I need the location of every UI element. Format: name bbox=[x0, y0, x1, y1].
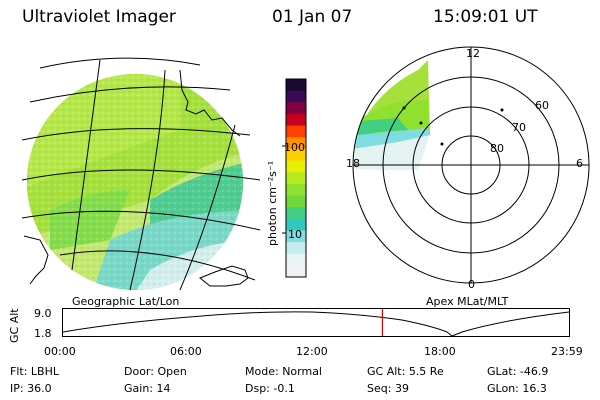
colorbar-cell bbox=[286, 113, 306, 127]
mode-label: Mode: bbox=[245, 365, 279, 378]
colorbar-cell bbox=[286, 218, 306, 231]
colorbar-cell bbox=[286, 207, 306, 220]
gcalt-info: GC Alt: 5.5 Re bbox=[367, 365, 444, 378]
coastline bbox=[23, 69, 249, 287]
altitude-plot bbox=[62, 308, 570, 337]
glon-info: GLon: 16.3 bbox=[487, 382, 547, 395]
glat-value: -46.9 bbox=[519, 365, 549, 378]
colorbar-cell bbox=[286, 137, 306, 150]
door-label: Door: bbox=[124, 365, 154, 378]
time-tick-2359: 23:59 bbox=[551, 345, 583, 358]
mlat-label-80: 80 bbox=[490, 142, 504, 155]
ip-info: IP: 36.0 bbox=[10, 382, 52, 395]
left-panel-caption: Geographic Lat/Lon bbox=[72, 295, 180, 308]
observation-date: 01 Jan 07 bbox=[272, 7, 353, 27]
gain-label: Gain: bbox=[124, 382, 153, 395]
time-tick-0000: 00:00 bbox=[44, 345, 76, 358]
lat-lon-grid bbox=[22, 57, 261, 290]
ip-value: 36.0 bbox=[27, 382, 52, 395]
time-tick-0600: 06:00 bbox=[170, 345, 202, 358]
colorbar-cell bbox=[286, 195, 306, 208]
filter-label: Flt: bbox=[10, 365, 28, 378]
colorbar-cell bbox=[286, 102, 306, 115]
colorbar-gradient bbox=[286, 79, 306, 278]
uv-emission-disk bbox=[27, 74, 243, 290]
glat-label: GLat: bbox=[487, 365, 517, 378]
polar-emission-patch bbox=[353, 60, 430, 170]
colorbar-tick-10: 10 bbox=[288, 228, 302, 241]
colorbar-tick-100: 100 bbox=[284, 141, 305, 154]
colorbar-cell bbox=[286, 79, 306, 92]
gain-info: Gain: 14 bbox=[124, 382, 171, 395]
observation-time: 15:09:01 UT bbox=[433, 7, 538, 27]
altitude-ylabel: GC Alt bbox=[8, 308, 21, 343]
colorbar-cell bbox=[286, 160, 306, 173]
door-value: Open bbox=[157, 365, 187, 378]
mlt-label-6: 6 bbox=[576, 157, 583, 170]
dsp-label: Dsp: bbox=[245, 382, 270, 395]
polar-grid bbox=[352, 46, 590, 284]
grid-dots bbox=[402, 106, 504, 146]
altitude-ytick-high: 9.0 bbox=[34, 307, 52, 320]
gcalt-label: GC Alt: bbox=[367, 365, 406, 378]
door-info: Door: Open bbox=[124, 365, 187, 378]
colorbar-cell bbox=[286, 172, 306, 185]
seq-value: 39 bbox=[394, 382, 409, 395]
time-tick-1800: 18:00 bbox=[424, 345, 456, 358]
polar-mlat-mlt-panel bbox=[352, 46, 590, 284]
mlt-label-12: 12 bbox=[466, 47, 480, 60]
colorbar-cell bbox=[286, 90, 306, 103]
right-panel-caption: Apex MLat/MLT bbox=[426, 295, 509, 308]
dsp-value: -0.1 bbox=[273, 382, 295, 395]
colorbar-cell bbox=[286, 230, 306, 243]
mlt-label-0: 0 bbox=[468, 278, 475, 291]
gain-value: 14 bbox=[156, 382, 171, 395]
glat-info: GLat: -46.9 bbox=[487, 365, 548, 378]
colorbar-cell bbox=[286, 265, 306, 278]
seq-label: Seq: bbox=[367, 382, 392, 395]
colorbar-cell bbox=[286, 148, 306, 162]
time-tick-1200: 12:00 bbox=[296, 345, 328, 358]
altitude-curve bbox=[62, 311, 570, 337]
gcalt-value: 5.5 Re bbox=[408, 365, 444, 378]
mlt-label-18: 18 bbox=[346, 157, 360, 170]
ip-label: IP: bbox=[10, 382, 24, 395]
dsp-info: Dsp: -0.1 bbox=[245, 382, 295, 395]
mode-value: Normal bbox=[282, 365, 322, 378]
colorbar-unit-label: photon cm⁻²s⁻¹ bbox=[266, 160, 279, 246]
altitude-ytick-low: 1.8 bbox=[34, 327, 52, 340]
colorbar-cell bbox=[286, 183, 306, 196]
glon-label: GLon: bbox=[487, 382, 519, 395]
mode-info: Mode: Normal bbox=[245, 365, 322, 378]
intensity-colorbar bbox=[282, 78, 307, 278]
colorbar-cell bbox=[286, 242, 306, 255]
mlat-label-70: 70 bbox=[512, 121, 526, 134]
colorbar-cell bbox=[286, 125, 306, 138]
filter-info: Flt: LBHL bbox=[10, 365, 59, 378]
colorbar-cell bbox=[286, 253, 306, 266]
mlat-label-60: 60 bbox=[535, 99, 549, 112]
filter-value: LBHL bbox=[30, 365, 59, 378]
instrument-title: Ultraviolet Imager bbox=[22, 7, 176, 27]
geographic-image-panel bbox=[22, 57, 261, 290]
seq-info: Seq: 39 bbox=[367, 382, 409, 395]
glon-value: 16.3 bbox=[522, 382, 547, 395]
